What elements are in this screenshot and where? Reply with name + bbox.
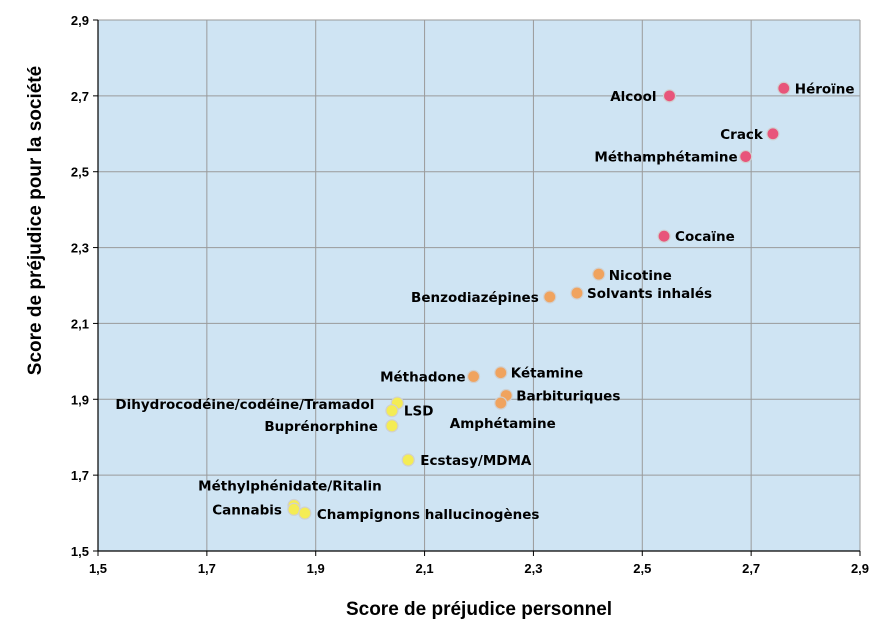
data-label: Nicotine bbox=[609, 268, 672, 284]
x-tick-labels: 1,5 1,7 1,9 2,1 2,3 2,5 2,7 2,9 bbox=[89, 551, 869, 576]
data-point bbox=[570, 286, 584, 300]
data-point bbox=[766, 127, 780, 141]
data-point bbox=[401, 453, 415, 467]
data-label: Kétamine bbox=[511, 366, 583, 382]
data-point bbox=[592, 267, 606, 281]
x-tick-label: 2,7 bbox=[742, 561, 760, 576]
data-label: Dihydrocodéine/codéine/Tramadol bbox=[115, 397, 374, 413]
data-label: Alcool bbox=[610, 89, 656, 105]
y-tick-label: 1,5 bbox=[71, 544, 89, 559]
y-tick-label: 1,9 bbox=[71, 392, 89, 407]
data-label: Cannabis bbox=[212, 502, 282, 518]
data-label: Crack bbox=[720, 127, 764, 143]
data-label: Champignons hallucinogènes bbox=[317, 507, 540, 523]
x-tick-label: 2,5 bbox=[633, 561, 651, 576]
x-tick-label: 2,1 bbox=[416, 561, 434, 576]
data-label: Benzodiazépines bbox=[411, 290, 539, 306]
data-label: Ecstasy/MDMA bbox=[420, 453, 532, 469]
data-point bbox=[739, 149, 753, 164]
data-point bbox=[385, 419, 399, 433]
x-axis-title: Score de préjudice personnel bbox=[346, 599, 612, 620]
data-label: Cocaïne bbox=[675, 229, 735, 245]
y-tick-labels: 1,5 1,7 1,9 2,1 2,3 2,5 2,7 2,9 bbox=[71, 13, 98, 559]
data-points bbox=[287, 81, 791, 520]
data-label: Méthadone bbox=[380, 370, 465, 386]
plot-area bbox=[98, 20, 860, 551]
x-tick-label: 1,9 bbox=[307, 561, 325, 576]
x-tick-label: 1,5 bbox=[89, 561, 107, 576]
data-point bbox=[287, 502, 301, 516]
data-label: Héroïne bbox=[795, 81, 855, 97]
data-label: LSD bbox=[404, 404, 434, 420]
data-point bbox=[494, 396, 508, 410]
x-tick-label: 2,9 bbox=[851, 561, 869, 576]
y-tick-label: 1,7 bbox=[71, 468, 89, 483]
y-tick-label: 2,3 bbox=[71, 241, 89, 256]
data-label: Amphétamine bbox=[450, 416, 556, 432]
data-label: Méthamphétamine bbox=[594, 150, 737, 166]
data-label: Solvants inhalés bbox=[587, 286, 712, 302]
y-axis-title: Score de préjudice pour la société bbox=[25, 66, 46, 375]
grid-lines bbox=[97, 19, 861, 552]
data-label: Buprénorphine bbox=[264, 419, 378, 435]
data-point bbox=[777, 81, 791, 95]
x-tick-label: 1,7 bbox=[198, 561, 216, 576]
data-point bbox=[657, 229, 671, 243]
data-point bbox=[494, 366, 508, 380]
data-label: Méthylphénidate/Ritalin bbox=[198, 478, 382, 494]
x-tick-label: 2,3 bbox=[524, 561, 542, 576]
y-tick-label: 2,9 bbox=[71, 13, 89, 28]
data-point bbox=[298, 506, 312, 520]
y-tick-label: 2,7 bbox=[71, 89, 89, 104]
data-point bbox=[385, 404, 399, 418]
point-labels: Héroïne Alcool Crack Méthamphétamine Cocaïne… bbox=[115, 81, 854, 523]
y-tick-label: 2,5 bbox=[71, 165, 89, 180]
data-point bbox=[466, 369, 481, 384]
axes bbox=[97, 20, 860, 552]
data-label: Barbituriques bbox=[516, 388, 620, 404]
data-point bbox=[543, 290, 557, 304]
y-tick-label: 2,1 bbox=[71, 316, 89, 331]
data-point bbox=[662, 89, 677, 103]
